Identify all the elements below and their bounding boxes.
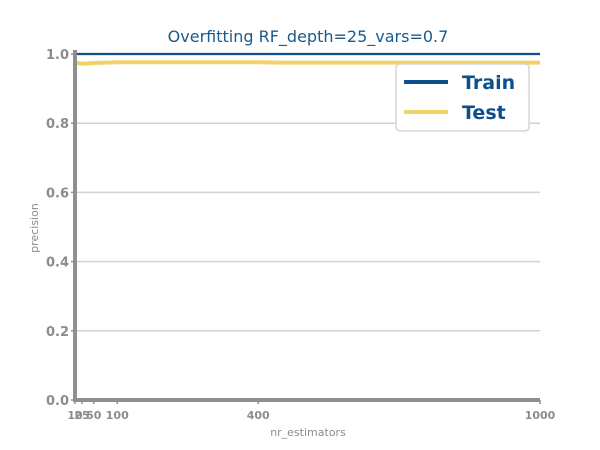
chart-title: Overfitting RF_depth=25_vars=0.7 xyxy=(168,27,449,47)
y-tick-label-0: 0.0 xyxy=(46,394,69,409)
x-tick-label-1: 25 xyxy=(74,409,89,422)
y-tick-label-5: 1.0 xyxy=(46,48,69,63)
y-tick-label-2: 0.4 xyxy=(46,256,69,271)
x-tick-label-3: 100 xyxy=(106,409,129,422)
legend-label-test: Test xyxy=(462,102,506,124)
x-axis-label: nr_estimators xyxy=(270,426,346,439)
y-tick-label-3: 0.6 xyxy=(46,186,69,201)
y-tick-label-4: 0.8 xyxy=(46,117,69,132)
y-tick-label-1: 0.2 xyxy=(46,325,69,340)
x-tick-label-4: 400 xyxy=(247,409,270,422)
series-layer xyxy=(74,52,540,66)
axes xyxy=(73,50,540,402)
series-line-test xyxy=(74,60,540,66)
y-tick-labels: 0.0 0.2 0.4 0.6 0.8 1.0 xyxy=(46,48,75,409)
legend: Train Test xyxy=(395,63,530,132)
y-axis-label: precision xyxy=(28,203,41,253)
legend-label-train: Train xyxy=(462,72,515,94)
x-tick-label-5: 1000 xyxy=(525,409,556,422)
x-tick-label-0: 10 xyxy=(67,409,83,422)
x-tick-label-2: 50 xyxy=(86,409,102,422)
